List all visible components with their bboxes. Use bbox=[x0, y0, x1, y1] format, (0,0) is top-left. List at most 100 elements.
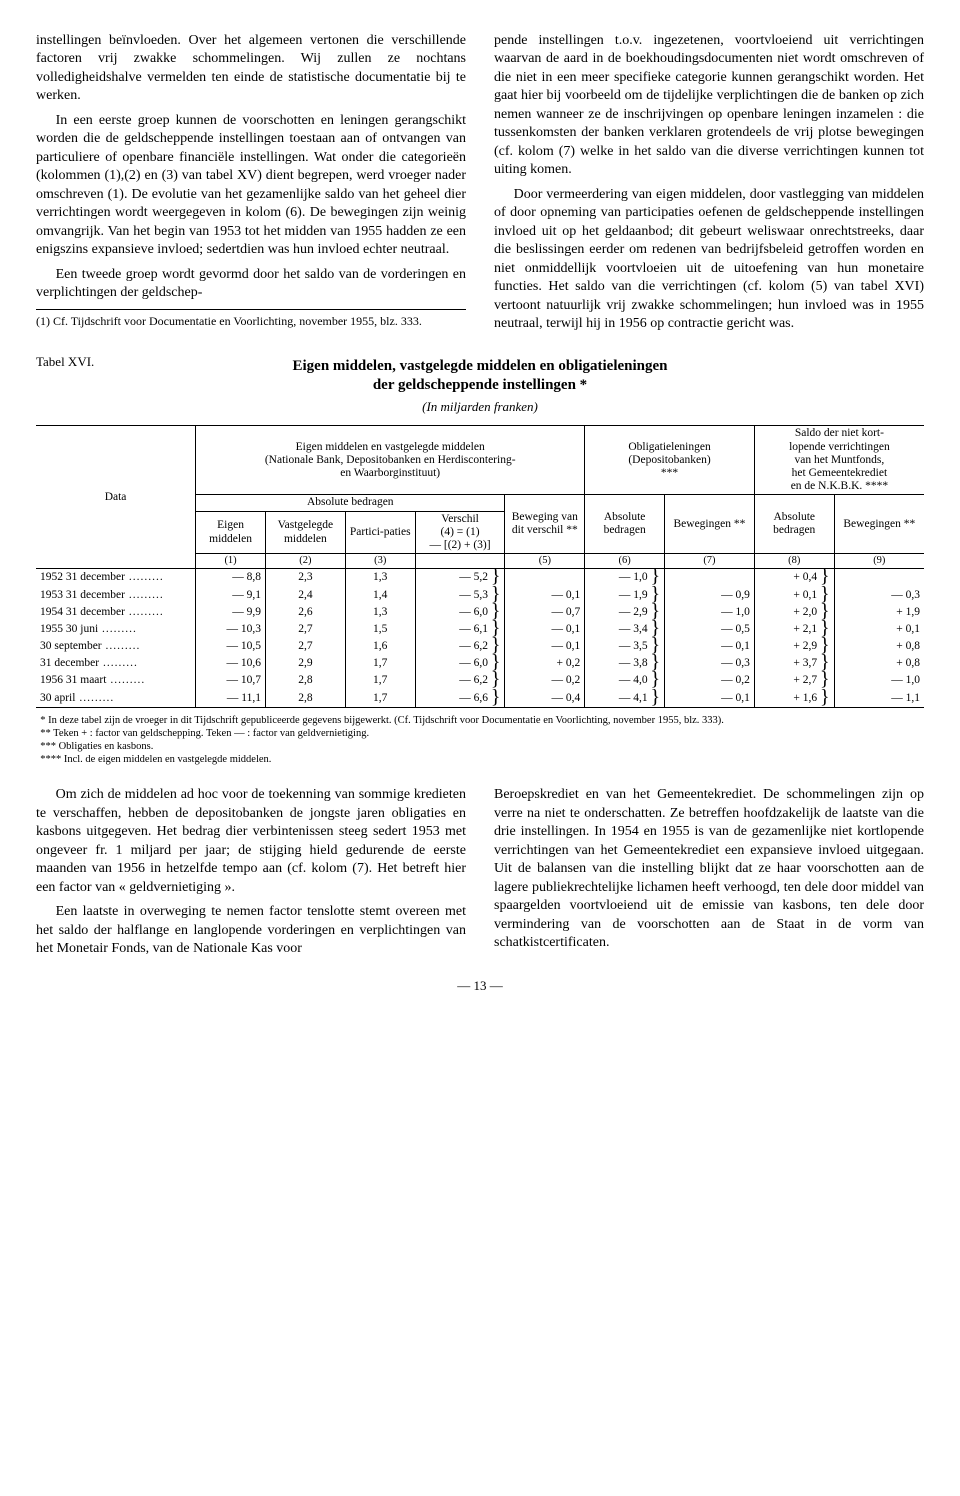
lbl: Obligatieleningen bbox=[628, 441, 710, 453]
row-date: 31 december bbox=[36, 655, 196, 672]
cell: — 0,3 bbox=[834, 587, 924, 604]
cell: — 0,9 bbox=[665, 587, 755, 604]
th-group3: Saldo der niet kort- lopende verrichting… bbox=[754, 426, 924, 495]
lbl: — [(2) + (3)] bbox=[429, 539, 490, 551]
cell: + 0,8 bbox=[834, 655, 924, 672]
row-date: 1954 31 december bbox=[36, 604, 196, 621]
cell bbox=[834, 569, 924, 587]
cell: 1,3 bbox=[345, 604, 415, 621]
table-notes: * In deze tabel zijn de vroeger in dit T… bbox=[36, 714, 924, 767]
cell: — 0,2 bbox=[665, 672, 755, 689]
cell: — 10,3 bbox=[196, 621, 266, 638]
row-date: 1955 30 juni bbox=[36, 621, 196, 638]
th-data: Data bbox=[36, 426, 196, 569]
th-bew: Beweging van dit verschil ** bbox=[505, 495, 585, 554]
colnum: (1) bbox=[196, 554, 266, 569]
lbl: (Nationale Bank, Depositobanken en Herdi… bbox=[265, 454, 516, 466]
colnum: (7) bbox=[665, 554, 755, 569]
row-date: 1956 31 maart bbox=[36, 672, 196, 689]
cell: 2,7 bbox=[265, 638, 345, 655]
th-c6: Absolute bedragen bbox=[585, 495, 665, 554]
cell: + 0,8 bbox=[834, 638, 924, 655]
note: **** Incl. de eigen middelen en vastgele… bbox=[36, 753, 924, 766]
cell: — 1,1 bbox=[834, 690, 924, 708]
colnum: (5) bbox=[505, 554, 585, 569]
p: instellingen beïnvloeden. Over het algem… bbox=[36, 32, 466, 106]
cell: — 0,1 bbox=[665, 638, 755, 655]
cell: — 10,7 bbox=[196, 672, 266, 689]
cell: — 0,1 bbox=[665, 690, 755, 708]
cell: 1,5 bbox=[345, 621, 415, 638]
th-c8: Absolute bedragen bbox=[754, 495, 834, 554]
cell: — 10,6 bbox=[196, 655, 266, 672]
cell: 1,7 bbox=[345, 690, 415, 708]
title-line: der geldscheppende instellingen * bbox=[373, 377, 587, 393]
p: In een eerste groep kunnen de voorschott… bbox=[36, 112, 466, 260]
page-number: — 13 — bbox=[36, 977, 924, 994]
lower-text: Om zich de middelen ad hoc voor de toeke… bbox=[36, 786, 924, 961]
row-date: 30 april bbox=[36, 690, 196, 708]
lbl: Verschil bbox=[441, 513, 479, 525]
p: Een tweede groep wordt gevormd door het … bbox=[36, 266, 466, 303]
th-c1: Eigen middelen bbox=[196, 511, 266, 554]
table-subtitle: (In miljarden franken) bbox=[36, 398, 924, 415]
lbl: het Gemeentekrediet bbox=[792, 467, 887, 479]
p: pende instellingen t.o.v. ingezetenen, v… bbox=[494, 32, 924, 180]
cell: 2,7 bbox=[265, 621, 345, 638]
note: ** Teken + : factor van geldschepping. T… bbox=[36, 727, 924, 740]
lbl: *** bbox=[661, 467, 678, 479]
cell: + 0,2 bbox=[505, 655, 585, 672]
cell: — 0,1 bbox=[505, 587, 585, 604]
table-body: 1952 31 december— 8,82,31,3— 5,2 }— 1,0 … bbox=[36, 569, 924, 707]
note: * In deze tabel zijn de vroeger in dit T… bbox=[36, 714, 924, 727]
cell: — 4,1 } bbox=[585, 690, 665, 708]
p: Een laatste in overweging te nemen facto… bbox=[36, 903, 466, 958]
upper-text: instellingen beïnvloeden. Over het algem… bbox=[36, 32, 924, 337]
cell: — 6,6 } bbox=[415, 690, 505, 708]
lbl: lopende verrichtingen bbox=[789, 441, 890, 453]
th-c3: Partici-paties bbox=[345, 511, 415, 554]
cell: — 0,1 bbox=[505, 638, 585, 655]
cell: — 9,1 bbox=[196, 587, 266, 604]
row-date: 30 september bbox=[36, 638, 196, 655]
cell: — 10,5 bbox=[196, 638, 266, 655]
cell: — 1,0 bbox=[834, 672, 924, 689]
cell: — 0,7 bbox=[505, 604, 585, 621]
cell: 2,4 bbox=[265, 587, 345, 604]
cell: 1,3 bbox=[345, 569, 415, 587]
cell: 2,9 bbox=[265, 655, 345, 672]
title-line: Eigen middelen, vastgelegde middelen en … bbox=[292, 358, 667, 374]
colnum: (2) bbox=[265, 554, 345, 569]
table-title: Eigen middelen, vastgelegde middelen en … bbox=[36, 357, 924, 397]
p: Door vermeerdering van eigen middelen, d… bbox=[494, 186, 924, 334]
lbl: Saldo der niet kort- bbox=[795, 427, 884, 439]
cell: 2,8 bbox=[265, 690, 345, 708]
cell: 1,7 bbox=[345, 672, 415, 689]
cell: + 0,1 bbox=[834, 621, 924, 638]
lbl: Eigen middelen en vastgelegde middelen bbox=[296, 441, 485, 453]
cell: — 11,1 bbox=[196, 690, 266, 708]
lbl: van het Muntfonds, bbox=[795, 454, 885, 466]
table-xvi: Data Eigen middelen en vastgelegde midde… bbox=[36, 425, 924, 707]
cell: 1,6 bbox=[345, 638, 415, 655]
cell: — 9,9 bbox=[196, 604, 266, 621]
cell bbox=[665, 569, 755, 587]
note: *** Obligaties en kasbons. bbox=[36, 740, 924, 753]
cell: — 0,5 bbox=[665, 621, 755, 638]
cell: 1,7 bbox=[345, 655, 415, 672]
row-date: 1952 31 december bbox=[36, 569, 196, 587]
footnote: (1) Cf. Tijdschrift voor Documentatie en… bbox=[36, 309, 466, 330]
cell: 2,8 bbox=[265, 672, 345, 689]
lbl: (4) = (1) bbox=[441, 526, 480, 538]
th-group2: Obligatieleningen (Depositobanken) *** bbox=[585, 426, 755, 495]
colnum: (3) bbox=[345, 554, 415, 569]
cell: + 1,6 } bbox=[754, 690, 834, 708]
cell: 1,4 bbox=[345, 587, 415, 604]
cell: + 1,9 bbox=[834, 604, 924, 621]
cell: — 0,3 bbox=[665, 655, 755, 672]
cell: — 8,8 bbox=[196, 569, 266, 587]
cell: — 1,0 bbox=[665, 604, 755, 621]
lbl: en de N.K.B.K. **** bbox=[791, 480, 888, 492]
cell bbox=[505, 569, 585, 587]
lbl: en Waarborginstituut) bbox=[340, 467, 440, 479]
